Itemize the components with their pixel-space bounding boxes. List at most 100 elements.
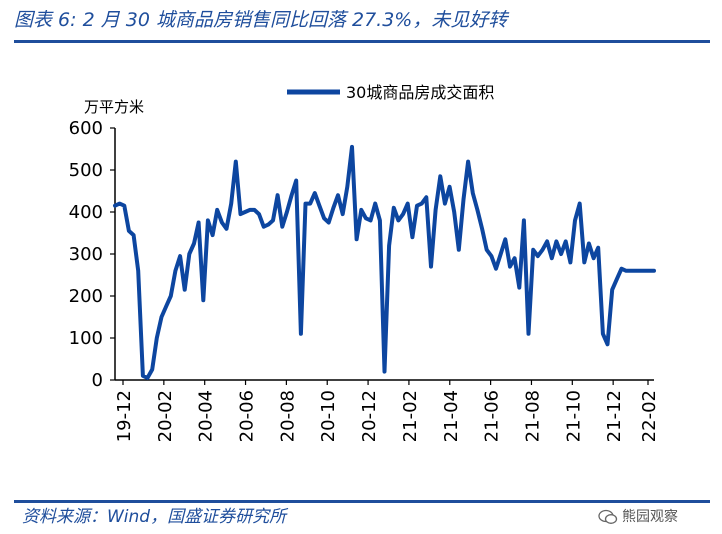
- figure-title: 图表 6: 2 月 30 城商品房销售同比回落 27.3%，未见好转: [14, 9, 508, 31]
- y-tick-label: 600: [69, 118, 103, 139]
- data-point: [513, 256, 517, 260]
- data-point: [355, 237, 359, 241]
- x-axis-ticks: 19-12 20-02 20-04 20-06 20-08 20-10 20-12 21-02…: [114, 380, 660, 442]
- data-point: [531, 248, 535, 252]
- watermark: 熊园观察: [598, 504, 678, 530]
- data-point: [508, 265, 512, 269]
- legend-label: 30城商品房成交面积: [346, 83, 494, 102]
- data-point: [164, 304, 168, 309]
- y-axis-ticks: 0 100 200 300 400 500 600: [69, 118, 115, 391]
- data-point: [336, 193, 340, 197]
- data-point: [201, 298, 205, 302]
- data-point: [550, 256, 554, 260]
- data-point: [461, 197, 466, 201]
- data-point: [624, 269, 628, 273]
- data-point: [522, 218, 526, 222]
- data-point: [215, 208, 219, 212]
- x-tick-label: 20-02: [155, 390, 176, 442]
- data-point: [327, 220, 331, 225]
- data-point: [517, 286, 521, 290]
- data-point: [568, 260, 573, 264]
- data-point: [173, 269, 177, 273]
- data-point: [448, 185, 452, 189]
- data-point: [178, 254, 182, 258]
- data-point: [443, 202, 447, 206]
- data-point: [619, 267, 624, 271]
- series-points: [113, 145, 656, 380]
- data-point: [224, 227, 229, 231]
- data-point: [610, 288, 614, 292]
- data-point: [299, 332, 303, 336]
- data-point: [345, 185, 349, 189]
- data-point: [262, 225, 266, 229]
- data-point: [629, 269, 633, 273]
- data-point: [489, 254, 493, 258]
- data-point: [429, 265, 433, 269]
- data-point: [341, 212, 345, 216]
- data-point: [564, 239, 568, 243]
- data-point: [132, 233, 136, 237]
- y-tick-label: 300: [69, 244, 103, 265]
- data-point: [192, 241, 196, 246]
- data-point: [183, 288, 187, 292]
- data-point: [559, 252, 563, 256]
- data-point: [503, 237, 507, 241]
- x-tick-label: 21-08: [522, 390, 543, 442]
- data-point: [303, 202, 308, 206]
- data-point: [211, 233, 215, 237]
- data-point: [313, 191, 317, 195]
- data-point: [248, 208, 252, 212]
- y-tick-label: 400: [69, 202, 103, 223]
- title-divider: [14, 40, 710, 43]
- data-point: [280, 225, 284, 229]
- data-point: [359, 208, 363, 212]
- data-point: [554, 239, 559, 243]
- data-point: [475, 208, 479, 212]
- x-tick-label: 22-02: [639, 390, 660, 442]
- data-point: [252, 208, 256, 212]
- data-point: [113, 204, 117, 208]
- data-point: [424, 195, 428, 199]
- data-point: [643, 269, 647, 273]
- data-point: [582, 260, 586, 264]
- data-point: [118, 202, 122, 206]
- data-point: [587, 241, 591, 246]
- x-tick-label: 21-10: [563, 390, 584, 442]
- data-point: [271, 218, 275, 222]
- data-point: [294, 178, 298, 183]
- data-point: [369, 218, 373, 222]
- data-point: [276, 193, 280, 197]
- data-point: [290, 193, 294, 197]
- data-point: [127, 229, 131, 233]
- data-point: [257, 212, 261, 216]
- y-axis-label: 万平方米: [84, 98, 144, 116]
- data-point: [410, 235, 414, 239]
- data-point: [322, 216, 326, 220]
- data-point: [364, 216, 368, 220]
- y-tick-label: 0: [92, 370, 103, 391]
- x-tick-label: 20-10: [318, 390, 339, 442]
- x-tick-label: 20-06: [237, 390, 258, 442]
- data-point: [471, 191, 475, 195]
- data-point: [633, 269, 638, 273]
- data-point: [206, 218, 210, 222]
- data-point: [494, 267, 498, 271]
- x-tick-label: 21-12: [604, 390, 625, 442]
- data-point: [238, 212, 243, 216]
- data-point: [457, 248, 461, 252]
- data-point: [220, 220, 224, 225]
- y-tick-label: 100: [69, 328, 103, 349]
- data-point: [382, 370, 387, 374]
- watermark-text: 熊园观察: [622, 509, 678, 525]
- x-tick-label: 20-08: [277, 390, 298, 442]
- data-point: [373, 202, 377, 206]
- data-point: [638, 269, 642, 273]
- x-tick-label: 21-04: [441, 390, 462, 442]
- data-point: [145, 376, 150, 380]
- data-point: [331, 206, 335, 210]
- data-point: [499, 252, 503, 256]
- x-tick-label: 21-02: [400, 390, 421, 442]
- data-point: [308, 202, 312, 206]
- y-tick-label: 500: [69, 160, 103, 181]
- data-point: [234, 160, 238, 164]
